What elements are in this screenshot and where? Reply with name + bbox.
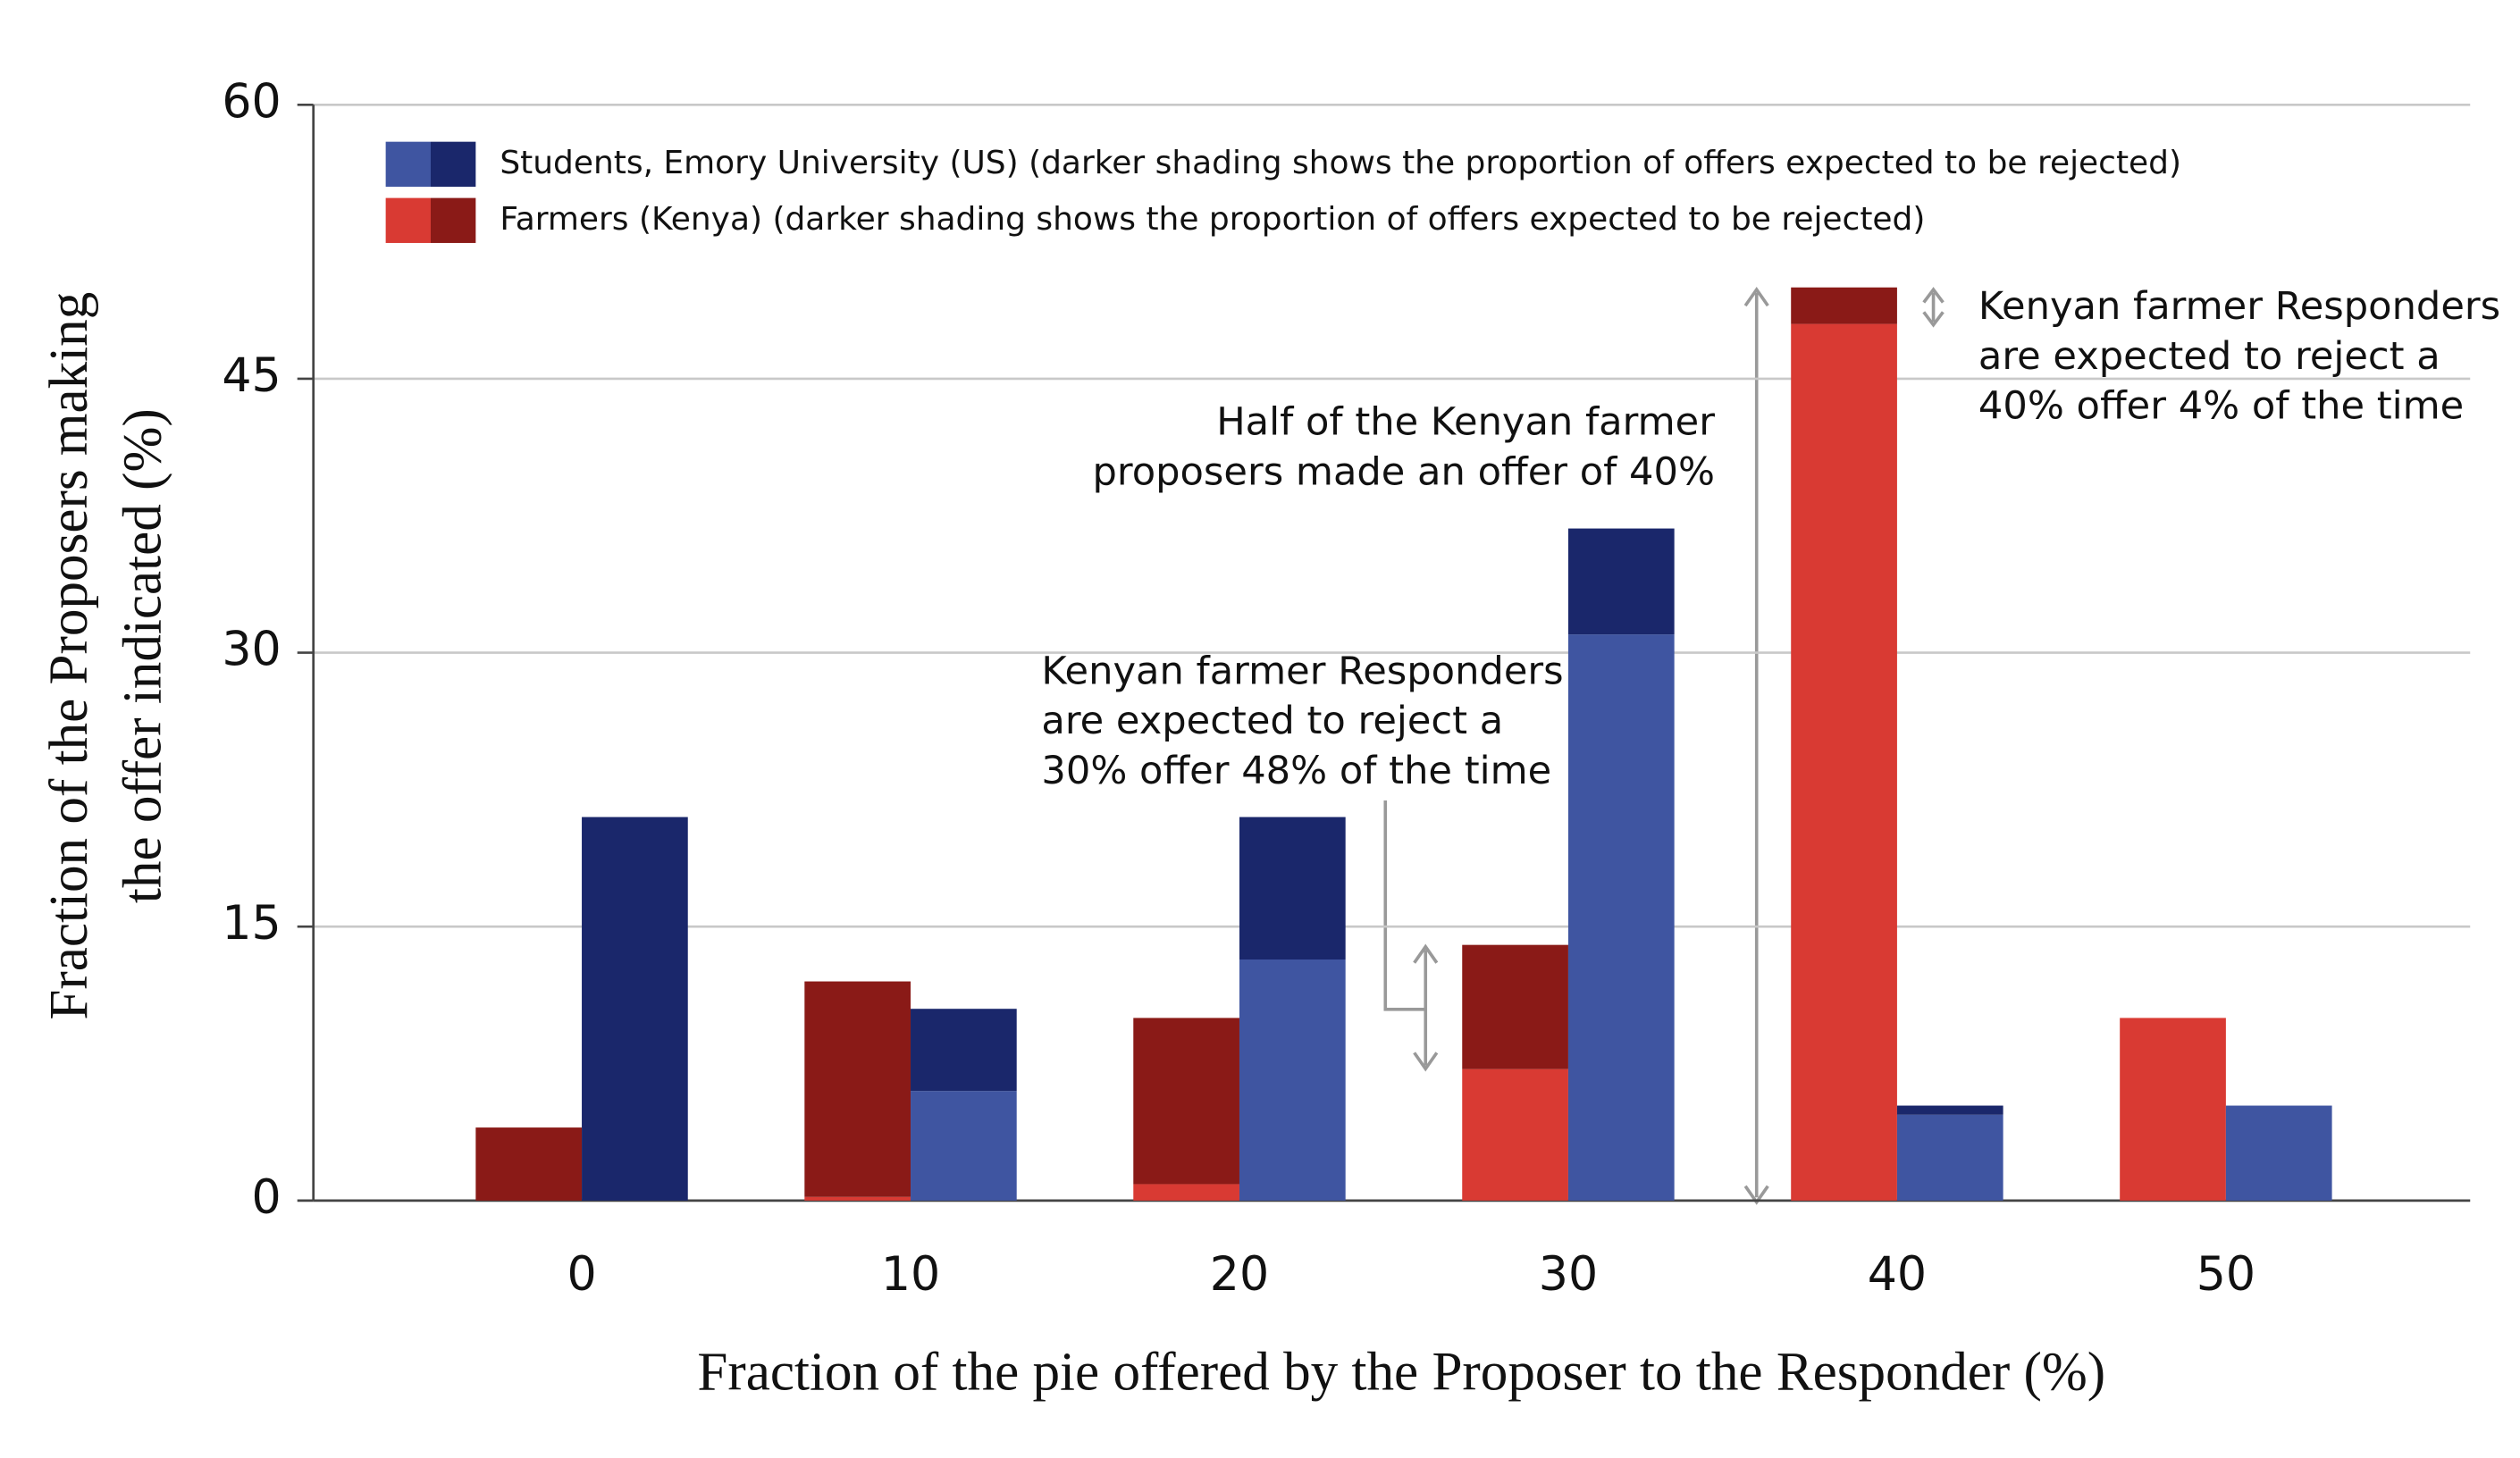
bar-accepted — [2120, 1018, 2226, 1201]
x-tick-label: 50 — [2197, 1248, 2255, 1302]
bar-rejected — [1567, 528, 1675, 635]
y-axis-title-line: Fraction of the Proposers making — [39, 292, 99, 1020]
annotation: are expected to reject a — [1978, 334, 2440, 379]
bar-rejected — [1239, 817, 1346, 960]
x-axis-title: Fraction of the pie offered by the Propo… — [697, 1343, 2105, 1403]
annotation: proposers made an offer of 40% — [1093, 449, 1715, 494]
y-axis-title: Fraction of the Proposers making the off… — [39, 292, 173, 1020]
bar-accepted — [1567, 634, 1675, 1201]
y-tick-label: 45 — [222, 349, 281, 403]
x-tick-label: 30 — [1539, 1248, 1598, 1302]
legend-label: Farmers (Kenya) (darker shading shows th… — [500, 201, 1925, 238]
annotation: Kenyan farmer Responders — [1978, 284, 2500, 329]
arrowhead — [1413, 943, 1439, 964]
bar-rejected — [1133, 1018, 1239, 1185]
bar-rejected — [582, 817, 688, 1201]
annotation-arrows — [1383, 286, 1945, 1205]
bar-accepted — [1896, 1114, 2003, 1201]
y-tick-label: 15 — [222, 897, 281, 951]
leader — [1383, 800, 1426, 1011]
legend-swatch — [385, 141, 431, 188]
bar-accepted — [804, 1196, 911, 1201]
y-tick-label: 60 — [222, 75, 281, 129]
legend-swatch — [385, 197, 431, 243]
arrowhead — [1743, 1185, 1769, 1205]
x-tick-label: 40 — [1868, 1248, 1927, 1302]
x-tick-label: 10 — [881, 1248, 940, 1302]
arrowhead — [1922, 287, 1945, 304]
bar-accepted — [1462, 1068, 1568, 1201]
y-tick-label: 30 — [222, 624, 281, 677]
legend-swatch — [430, 197, 476, 243]
annotation: are expected to reject a — [1041, 699, 1503, 743]
bar-rejected — [804, 981, 911, 1197]
legend-label: Students, Emory University (US) (darker … — [500, 145, 2181, 181]
bar-rejected — [911, 1009, 1017, 1092]
legend-swatch — [430, 141, 476, 188]
bar-accepted — [911, 1091, 1017, 1201]
bar-accepted — [1239, 959, 1346, 1201]
arrowhead — [1922, 311, 1945, 328]
arrowhead — [1413, 1052, 1439, 1072]
x-tick-label: 20 — [1210, 1248, 1269, 1302]
annotation: 40% offer 4% of the time — [1978, 384, 2464, 429]
bar-rejected — [475, 1127, 583, 1201]
annotation: Kenyan farmer Responders — [1041, 649, 1563, 693]
x-tick-label: 0 — [567, 1248, 596, 1302]
bar-rejected — [1791, 287, 1897, 324]
bar-accepted — [1791, 323, 1897, 1201]
bar-rejected — [1462, 944, 1568, 1069]
annotation: 30% offer 48% of the time — [1041, 749, 1551, 793]
y-tick-label: 0 — [252, 1171, 281, 1225]
bar-accepted — [2225, 1105, 2332, 1201]
y-axis-title-line: the offer indicated (%) — [113, 408, 172, 903]
bar-accepted — [1133, 1184, 1239, 1201]
bar-rejected — [1896, 1105, 2003, 1115]
annotation: Half of the Kenyan farmer — [1216, 400, 1715, 445]
arrowhead — [1743, 286, 1769, 307]
